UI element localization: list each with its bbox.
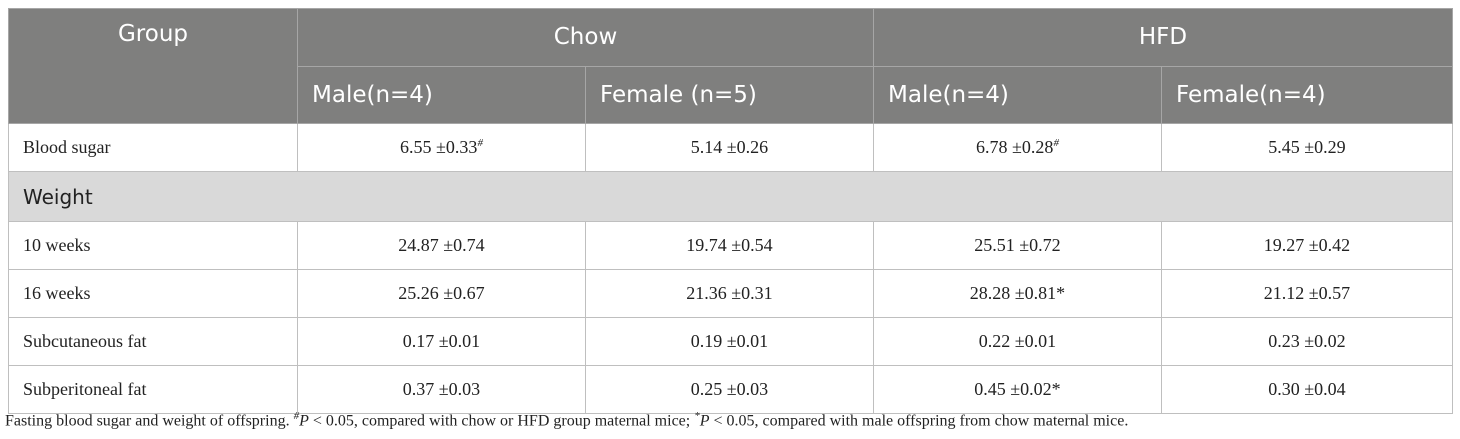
value-cell: 28.28 ±0.81* <box>873 269 1162 318</box>
value-text: 0.45 ±0.02* <box>974 379 1061 399</box>
row-label: Blood sugar <box>8 123 298 172</box>
caption-italic: P <box>699 412 710 430</box>
table-wrap: Group Chow HFD Male(n=4) Female (n=5) Male… <box>8 8 1453 414</box>
subheader-cell: Male(n=4) <box>873 65 1162 124</box>
row-label: 10 weeks <box>8 221 298 270</box>
value-cell: 25.51 ±0.72 <box>873 221 1162 270</box>
value-text: 5.14 ±0.26 <box>690 137 769 157</box>
value-cell: 25.26 ±0.67 <box>297 269 586 318</box>
value-text: 24.87 ±0.74 <box>398 235 485 255</box>
value-text: 0.23 ±0.02 <box>1268 331 1346 351</box>
row: Subperitoneal fat 0.37 ±0.03 0.25 ±0.03 0.4… <box>8 365 1453 414</box>
value-text: 0.37 ±0.03 <box>402 379 481 399</box>
caption: Fasting blood sugar and weight of offspr… <box>5 410 1128 430</box>
value-text: 21.36 ±0.31 <box>686 283 773 303</box>
value-cell: 0.17 ±0.01 <box>297 317 586 366</box>
value-text: 0.22 ±0.01 <box>978 331 1057 351</box>
value-cell: 0.37 ±0.03 <box>297 365 586 414</box>
value-cell: 21.12 ±0.57 <box>1161 269 1453 318</box>
value-cell: 0.22 ±0.01 <box>873 317 1162 366</box>
value-text: 25.51 ±0.72 <box>974 235 1061 255</box>
row: Blood sugar 6.55 ±0.33# 5.14 ±0.26 6.78 ±0.… <box>8 123 1453 172</box>
subheader-cell: Female(n=4) <box>1161 65 1453 124</box>
value-cell: 0.45 ±0.02* <box>873 365 1162 414</box>
value-text: 25.26 ±0.67 <box>398 283 485 303</box>
value-sup: # <box>1053 137 1059 149</box>
table: Group Chow HFD Male(n=4) Female (n=5) Male… <box>8 8 1453 414</box>
value-text: 19.27 ±0.42 <box>1263 235 1351 255</box>
header-cell: Group <box>8 8 298 124</box>
value-cell: 0.30 ±0.04 <box>1161 365 1453 414</box>
row-label: Subcutaneous fat <box>8 317 298 366</box>
value-cell: 6.78 ±0.28# <box>873 123 1162 172</box>
value-cell: 0.23 ±0.02 <box>1161 317 1453 366</box>
row-label: Subperitoneal fat <box>8 365 298 414</box>
caption-text: < 0.05, compared with chow or HFD group … <box>308 412 695 430</box>
header-cell: HFD <box>873 8 1453 67</box>
value-cell: 19.74 ±0.54 <box>585 221 874 270</box>
caption-italic: P <box>299 412 309 430</box>
subheader-cell: Female (n=5) <box>585 65 874 124</box>
caption-sup: # <box>293 410 300 422</box>
value-text: 0.19 ±0.01 <box>690 331 769 351</box>
value-text: 5.45 ±0.29 <box>1268 137 1346 157</box>
value-cell: 24.87 ±0.74 <box>297 221 586 270</box>
value-sup: # <box>477 137 483 149</box>
value-text: 0.25 ±0.03 <box>690 379 769 399</box>
caption-text: Fasting blood sugar and weight of offspr… <box>5 412 294 430</box>
value-cell: 0.25 ±0.03 <box>585 365 874 414</box>
value-cell: 19.27 ±0.42 <box>1161 221 1453 270</box>
subheader-cell: Male(n=4) <box>297 65 586 124</box>
value-text: 6.55 ±0.33 <box>400 137 478 157</box>
value-text: 19.74 ±0.54 <box>686 235 773 255</box>
value-text: 0.17 ±0.01 <box>402 331 481 351</box>
value-cell: 0.19 ±0.01 <box>585 317 874 366</box>
row: 16 weeks 25.26 ±0.67 21.36 ±0.31 28.28 ±0.8… <box>8 269 1453 318</box>
value-text: 28.28 ±0.81* <box>969 283 1066 303</box>
value-cell: 5.14 ±0.26 <box>585 123 874 172</box>
value-text: 0.30 ±0.04 <box>1268 379 1346 399</box>
value-cell: 6.55 ±0.33# <box>297 123 586 172</box>
section-cell: Weight <box>8 171 1453 222</box>
value-text: 6.78 ±0.28 <box>976 137 1054 157</box>
caption-text: < 0.05, compared with male offspring fro… <box>709 412 1129 430</box>
value-cell: 5.45 ±0.29 <box>1161 123 1453 172</box>
value-cell: 21.36 ±0.31 <box>585 269 874 318</box>
value-text: 21.12 ±0.57 <box>1263 283 1351 303</box>
row: Weight <box>8 171 1453 222</box>
caption-sup: * <box>694 410 700 422</box>
header-cell: Chow <box>297 8 874 67</box>
row: 10 weeks 24.87 ±0.74 19.74 ±0.54 25.51 ±0.7… <box>8 221 1453 270</box>
row: Subcutaneous fat 0.17 ±0.01 0.19 ±0.01 0.22… <box>8 317 1453 366</box>
row-label: 16 weeks <box>8 269 298 318</box>
